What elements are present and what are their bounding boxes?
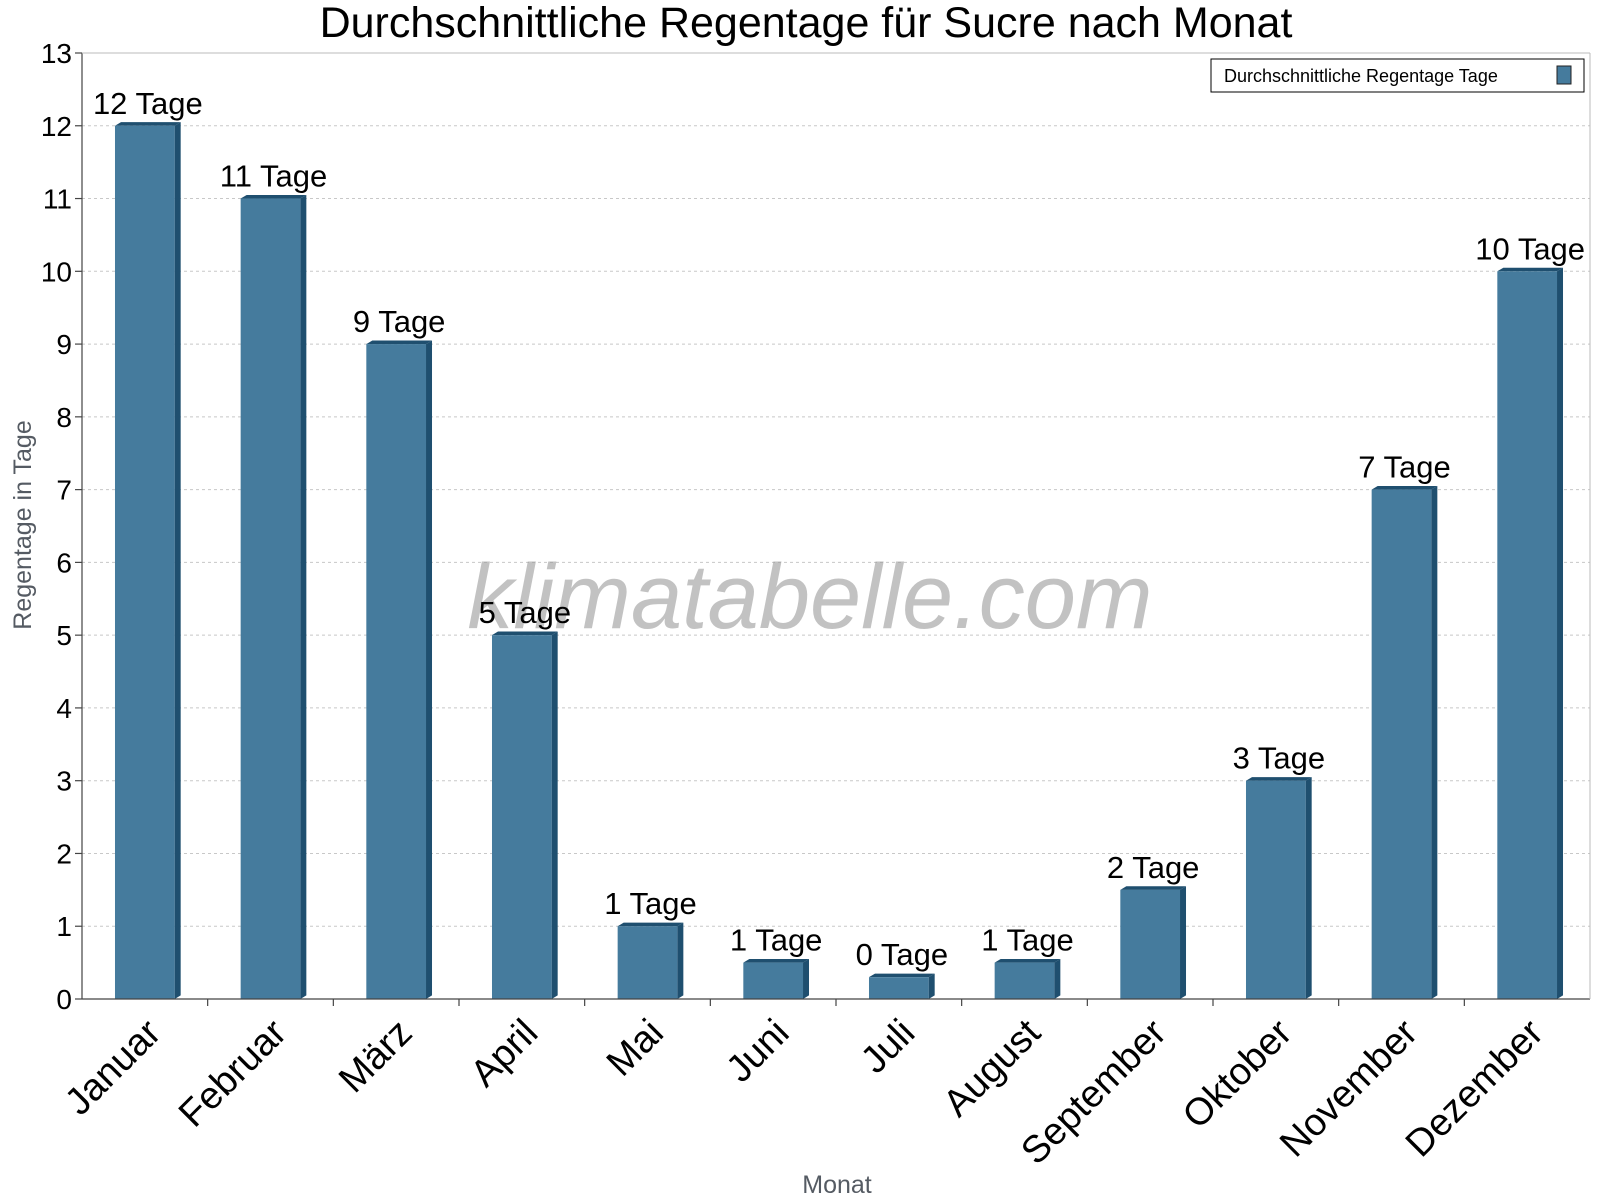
- y-tick-label: 1: [56, 911, 72, 942]
- bar-top: [366, 340, 433, 345]
- y-tick-label: 5: [56, 620, 72, 651]
- bar-side: [551, 631, 558, 999]
- bar-face: [1371, 489, 1432, 999]
- bar: [743, 959, 810, 999]
- bar-face: [1245, 780, 1306, 999]
- bar-face: [1120, 889, 1181, 999]
- bar-side: [1180, 886, 1187, 999]
- x-tick-label: November: [1272, 1011, 1426, 1165]
- bar-side: [1557, 267, 1564, 999]
- chart-title: Durchschnittliche Regentage für Sucre na…: [320, 0, 1293, 47]
- bar: [994, 959, 1061, 999]
- y-tick-label: 13: [41, 38, 72, 69]
- data-label: 10 Tage: [1475, 231, 1585, 266]
- bar-top: [868, 973, 935, 978]
- data-label: 0 Tage: [856, 937, 949, 972]
- bar: [1371, 486, 1438, 999]
- bar-face: [240, 198, 301, 1000]
- bar-side: [677, 922, 684, 999]
- y-tick-label: 9: [56, 329, 72, 360]
- bar-side: [928, 973, 935, 999]
- y-tick-label: 6: [56, 547, 72, 578]
- bar-top: [617, 922, 684, 927]
- bar: [868, 973, 935, 999]
- x-tick-label: Dezember: [1398, 1011, 1552, 1165]
- data-label: 1 Tage: [730, 923, 823, 958]
- bar-face: [1497, 271, 1558, 999]
- bar-top: [1497, 267, 1564, 272]
- bar-face: [114, 125, 175, 1000]
- bar-face: [994, 962, 1055, 999]
- bar-face: [366, 344, 427, 1000]
- bar-top: [1371, 486, 1438, 490]
- bar: [1497, 267, 1564, 999]
- bar-face: [617, 926, 678, 999]
- bar-side: [1431, 486, 1438, 999]
- x-tick-label: Januar: [57, 1011, 169, 1123]
- data-label: 11 Tage: [220, 159, 327, 194]
- data-label: 2 Tage: [1107, 850, 1200, 885]
- bar-top: [743, 959, 810, 963]
- bar-face: [743, 962, 804, 999]
- legend-label: Durchschnittliche Regentage Tage: [1224, 66, 1498, 86]
- y-tick-label: 11: [43, 184, 72, 215]
- x-tick-label: Mai: [599, 1012, 672, 1085]
- bar: [114, 122, 181, 1000]
- legend: Durchschnittliche Regentage Tage: [1210, 58, 1585, 93]
- bar-top: [491, 631, 558, 636]
- legend-swatch: [1556, 65, 1572, 85]
- y-axis-label: Regentage in Tage: [9, 420, 37, 629]
- y-tick-label: 3: [56, 766, 72, 797]
- data-label: 9 Tage: [353, 304, 446, 339]
- y-tick-label: 7: [56, 475, 72, 506]
- data-label: 1 Tage: [604, 886, 697, 921]
- bar-side: [300, 194, 307, 999]
- x-tick-label: April: [463, 1012, 546, 1095]
- legend-box: [1210, 58, 1585, 93]
- x-tick-label: Juli: [853, 1012, 923, 1082]
- y-tick-label: 12: [41, 111, 72, 142]
- bar-side: [1054, 959, 1061, 999]
- bar-top: [1120, 886, 1187, 890]
- data-label: 1 Tage: [981, 923, 1074, 958]
- x-tick-label: August: [936, 1011, 1050, 1125]
- y-tick-label: 10: [41, 256, 72, 287]
- bar: [1120, 886, 1187, 999]
- bar: [240, 194, 307, 1000]
- x-tick-label: März: [331, 1012, 420, 1101]
- bar: [1245, 777, 1312, 999]
- bar-side: [1305, 777, 1312, 999]
- data-label: 5 Tage: [479, 595, 572, 630]
- bar-face: [491, 635, 552, 999]
- x-tick-label: Oktober: [1175, 1011, 1301, 1137]
- y-tick-label: 4: [56, 693, 72, 724]
- bar-top: [994, 959, 1061, 963]
- bar: [617, 922, 684, 999]
- y-tick-label: 0: [56, 984, 72, 1015]
- data-label: 3 Tage: [1233, 741, 1326, 776]
- bar-face: [868, 977, 929, 999]
- bar: [491, 631, 558, 999]
- bar-top: [240, 194, 307, 199]
- bar-top: [1245, 777, 1312, 781]
- x-axis-label: Monat: [802, 1171, 872, 1199]
- data-labels: 12 Tage 11 Tage 9 Tage 5 Tage 1 Tage 1 Tage 0 …: [93, 86, 1585, 972]
- x-tick-label: Februar: [171, 1011, 295, 1135]
- x-tick-label: Juni: [719, 1012, 798, 1091]
- y-tick-label: 8: [56, 402, 72, 433]
- bar-side: [174, 122, 181, 999]
- y-tick-label: 2: [56, 838, 72, 869]
- bar-side: [803, 959, 810, 999]
- watermark: klimatabelle.com: [467, 546, 1152, 648]
- data-label: 12 Tage: [93, 86, 203, 121]
- bar-side: [426, 340, 433, 999]
- bar: [366, 340, 433, 1000]
- data-label: 7 Tage: [1358, 450, 1451, 485]
- bar-top: [114, 122, 181, 126]
- bars: [114, 122, 1564, 1000]
